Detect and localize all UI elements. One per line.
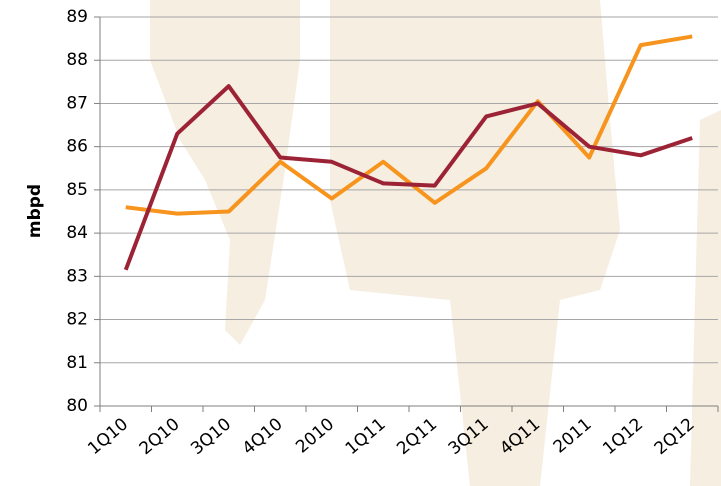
chart: mbpd 80 81 82 83 84 85 86 87 88 89 1Q102Q103Q104Q1…: [0, 0, 721, 486]
y-tick-label: 85: [66, 180, 88, 200]
x-tick-label: 2010: [292, 414, 338, 457]
y-axis-label: mbpd: [25, 184, 45, 238]
y-tick-label: 83: [66, 266, 88, 286]
y-tick-label: 88: [66, 50, 88, 70]
y-tick-label: 89: [66, 7, 88, 27]
x-tick-label: 1Q12: [599, 414, 647, 459]
background-silhouettes: [150, 0, 721, 486]
x-tick-label: 1Q11: [342, 414, 390, 459]
y-tick-label: 87: [66, 93, 88, 113]
x-tick-label: 2Q11: [393, 414, 441, 459]
x-tick-label: 1Q10: [84, 414, 132, 459]
y-tick-label: 86: [66, 137, 88, 157]
x-tick-label: 2Q10: [136, 414, 184, 459]
y-tick-label: 84: [66, 223, 88, 243]
y-tick-label: 82: [66, 310, 88, 330]
y-tick-label: 81: [66, 353, 88, 373]
x-tick-label: 2011: [550, 414, 596, 457]
y-tick-label: 80: [66, 396, 88, 416]
x-tick-label: 4Q10: [239, 414, 287, 459]
x-tick-label: 3Q10: [187, 414, 235, 459]
